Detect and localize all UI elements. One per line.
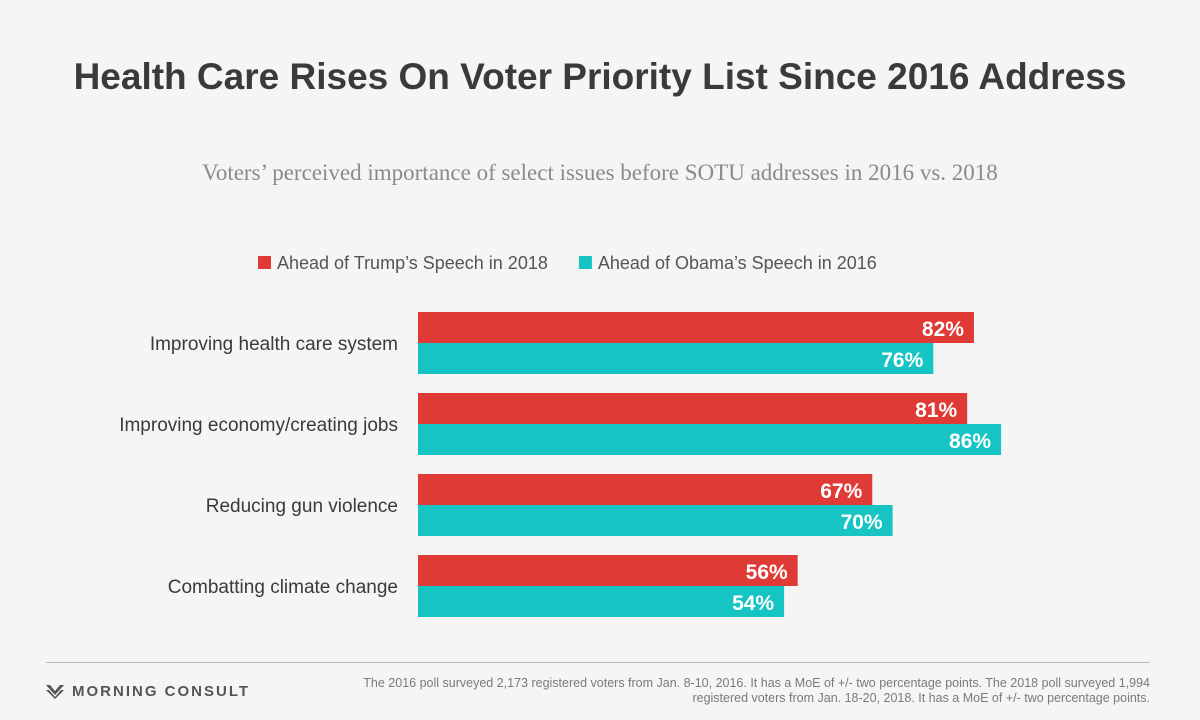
footnote-line-1: The 2016 poll surveyed 2,173 registered … bbox=[363, 676, 1150, 690]
bar-obama-2016 bbox=[418, 586, 785, 617]
chart-subtitle: Voters’ perceived importance of select i… bbox=[202, 160, 998, 185]
category-label: Reducing gun violence bbox=[206, 496, 398, 517]
data-label: 54% bbox=[732, 592, 774, 615]
data-label: 76% bbox=[881, 349, 923, 372]
bar-trump-2018 bbox=[418, 555, 798, 586]
footer-divider bbox=[46, 662, 1150, 663]
data-label: 67% bbox=[820, 480, 862, 503]
bar-obama-2016 bbox=[418, 424, 1002, 455]
bar-obama-2016 bbox=[418, 505, 893, 536]
data-label: 56% bbox=[746, 561, 788, 584]
data-label: 70% bbox=[841, 511, 883, 534]
brand-name: MORNING CONSULT bbox=[72, 683, 251, 700]
legend-label-1: Ahead of Trump’s Speech in 2018 bbox=[277, 253, 548, 273]
morning-consult-logo-icon bbox=[46, 684, 64, 699]
chart-title: Health Care Rises On Voter Priority List… bbox=[73, 56, 1127, 97]
data-label: 86% bbox=[949, 430, 991, 453]
brand-logo: MORNING CONSULT bbox=[46, 683, 250, 700]
category-label: Improving health care system bbox=[150, 334, 398, 355]
footnote-line-2: registered voters from Jan. 18-20, 2018.… bbox=[692, 691, 1150, 705]
bar-trump-2018 bbox=[418, 474, 873, 505]
footnote: The 2016 poll surveyed 2,173 registered … bbox=[290, 676, 1150, 706]
bar-trump-2018 bbox=[418, 393, 968, 424]
category-label: Improving economy/creating jobs bbox=[119, 415, 398, 436]
bar-trump-2018 bbox=[418, 312, 974, 343]
data-label: 82% bbox=[922, 318, 964, 341]
legend-label-2: Ahead of Obama’s Speech in 2016 bbox=[598, 253, 877, 273]
bar-obama-2016 bbox=[418, 343, 934, 374]
legend-swatch-2 bbox=[578, 256, 592, 269]
legend-swatch-1 bbox=[258, 256, 271, 269]
category-label: Combatting climate change bbox=[168, 577, 398, 598]
data-label: 81% bbox=[915, 399, 957, 422]
